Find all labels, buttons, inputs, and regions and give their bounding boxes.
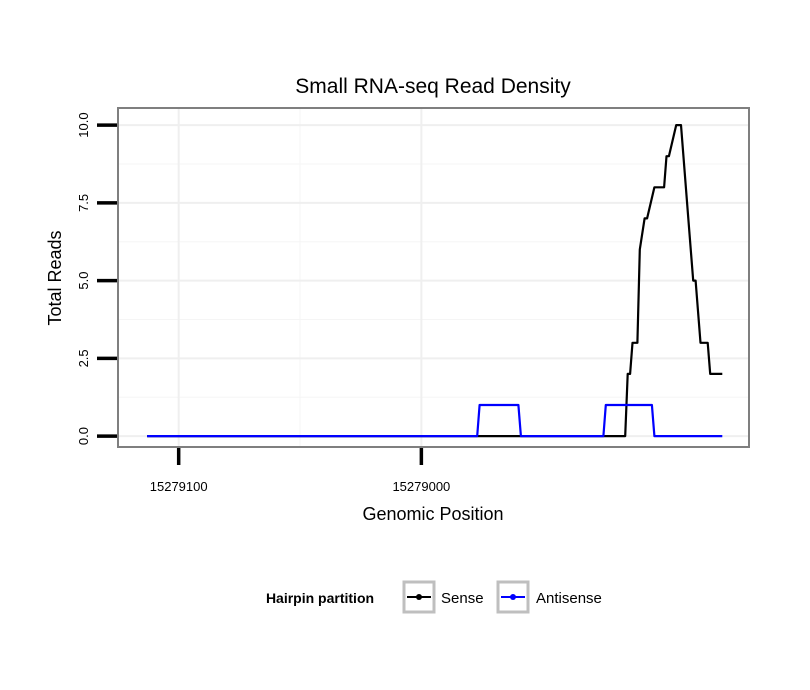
chart-title: Small RNA-seq Read Density bbox=[295, 75, 571, 98]
y-tick-label: 2.5 bbox=[76, 349, 91, 367]
y-tick-label: 7.5 bbox=[76, 194, 91, 212]
legend-title: Hairpin partition bbox=[266, 590, 374, 606]
y-tick-label: 10.0 bbox=[76, 112, 91, 137]
legend-label-antisense: Antisense bbox=[536, 590, 602, 607]
y-tick-label: 5.0 bbox=[76, 272, 91, 290]
y-tick-label: 0.0 bbox=[76, 427, 91, 445]
legend-label-sense: Sense bbox=[441, 590, 484, 607]
x-axis-label: Genomic Position bbox=[362, 504, 503, 524]
legend-item-antisense[interactable]: Antisense bbox=[496, 580, 602, 614]
legend-key-point-sense bbox=[416, 594, 422, 600]
x-tick-label: 15279000 bbox=[392, 479, 450, 494]
x-tick-label: 15279100 bbox=[150, 479, 208, 494]
grid-lines bbox=[118, 108, 749, 447]
legend-key-point-antisense bbox=[510, 594, 516, 600]
y-axis-label: Total Reads bbox=[45, 230, 65, 325]
series-line-antisense bbox=[147, 403, 723, 438]
series-line-sense bbox=[147, 123, 723, 438]
axis-ticks: 0.0 2.5 5.0 7.5 10.0 15279100 15279000 bbox=[76, 112, 450, 494]
plot-panel-border bbox=[117, 107, 750, 448]
legend-item-sense[interactable]: Sense bbox=[402, 580, 484, 614]
series-lines bbox=[147, 123, 723, 438]
legend: Hairpin partition Sense Antisense bbox=[266, 580, 602, 614]
